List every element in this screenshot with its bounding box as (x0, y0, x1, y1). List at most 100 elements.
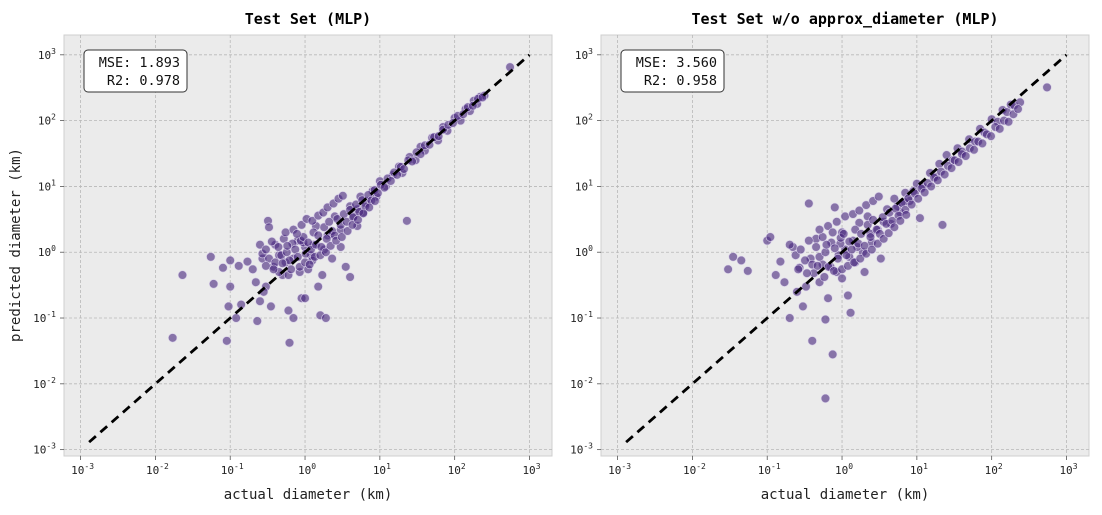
data-point (353, 215, 363, 225)
data-point (820, 393, 831, 404)
data-point (800, 255, 810, 266)
x-tick-label: 102 (448, 462, 466, 477)
data-point (337, 232, 347, 242)
axis-ticks: 10-3 10-2 10-1 100 101 102 103 10-3 10-2 10-1 100 1… (570, 47, 1078, 477)
y-tick-label: 102 (575, 113, 593, 128)
data-point (168, 333, 178, 343)
data-point (261, 261, 271, 271)
data-point (961, 151, 971, 161)
data-point (830, 243, 840, 253)
x-tick-label: 10-3 (71, 462, 94, 477)
data-point (804, 198, 814, 209)
x-tick-label: 10-1 (758, 462, 781, 477)
x-tick-label: 10-1 (221, 462, 244, 477)
data-point (969, 145, 979, 155)
data-point (796, 244, 806, 255)
scatter-panel-left: Test Set (MLP) actual diameter (km) 10-3… (33, 10, 553, 503)
mse-text: MSE: 3.560 (636, 55, 717, 71)
data-point (225, 282, 235, 292)
data-point (264, 222, 274, 232)
data-point (865, 232, 876, 242)
y-tick-label: 10-3 (570, 442, 593, 457)
data-point (828, 227, 838, 238)
data-point (743, 266, 753, 276)
data-point (812, 261, 823, 271)
data-point (995, 124, 1005, 134)
x-tick-label: 101 (373, 462, 391, 477)
y-tick-label: 101 (38, 178, 56, 193)
data-point (269, 264, 279, 274)
data-point (940, 169, 950, 180)
data-point (273, 242, 283, 252)
y-tick-label: 100 (575, 244, 593, 259)
data-point (901, 210, 911, 220)
data-point (304, 259, 315, 270)
data-point (837, 273, 847, 284)
data-point (723, 264, 733, 274)
data-point (859, 267, 870, 277)
data-point (889, 222, 899, 232)
data-point (281, 227, 291, 238)
r2-text: R2: 0.958 (644, 73, 717, 89)
data-point (873, 239, 883, 249)
grid-lines (64, 35, 552, 456)
data-point (830, 202, 840, 212)
data-point (814, 225, 825, 235)
data-point (854, 205, 864, 216)
x-tick-label: 100 (835, 462, 853, 477)
scatter-panel-right: Test Set w/o approx_diameter (MLP) actua… (570, 10, 1090, 503)
y-tick-label: 102 (38, 113, 56, 128)
data-point (820, 247, 831, 257)
y-tick-label: 101 (575, 178, 593, 193)
data-point (338, 191, 348, 201)
data-point (261, 244, 271, 255)
stats-box: MSE: 1.893 R2: 0.978 (83, 49, 188, 93)
data-point (252, 316, 262, 326)
x-axis-label: actual diameter (km) (224, 487, 393, 503)
y-tick-label: 100 (38, 244, 56, 259)
data-point (341, 262, 351, 272)
data-point (234, 261, 244, 271)
data-point (297, 220, 307, 230)
y-tick-label: 103 (575, 47, 593, 62)
data-point (364, 202, 374, 212)
data-point (223, 301, 234, 312)
data-point (266, 301, 276, 312)
data-point (255, 296, 265, 306)
data-point (321, 313, 331, 323)
data-points (723, 82, 1052, 404)
data-point (920, 187, 930, 198)
y-tick-label: 10-1 (33, 310, 56, 325)
x-tick-label: 10-2 (683, 462, 706, 477)
x-tick-label: 10-3 (608, 462, 631, 477)
data-point (321, 247, 331, 257)
data-point (839, 229, 849, 239)
data-point (225, 255, 235, 266)
data-point (292, 229, 302, 239)
data-point (358, 208, 368, 218)
data-point (327, 253, 337, 264)
y-tick-label: 10-2 (33, 376, 56, 391)
data-point (845, 308, 856, 318)
mse-text: MSE: 1.893 (99, 55, 180, 71)
data-point (284, 338, 295, 348)
r2-text: R2: 0.978 (107, 73, 180, 89)
chart-title: Test Set (MLP) (245, 10, 371, 28)
data-point (277, 258, 288, 268)
data-point (222, 336, 232, 346)
data-point (1042, 82, 1052, 92)
data-point (779, 277, 790, 287)
data-point (231, 313, 241, 323)
data-point (248, 264, 258, 274)
data-point (841, 250, 852, 260)
data-point (802, 268, 812, 278)
data-point (843, 290, 853, 301)
data-point (804, 236, 814, 246)
data-point (811, 242, 821, 252)
data-point (821, 240, 832, 250)
data-point (402, 216, 412, 226)
data-point (313, 282, 323, 292)
x-tick-label: 103 (522, 462, 540, 477)
x-tick-label: 102 (985, 462, 1003, 477)
